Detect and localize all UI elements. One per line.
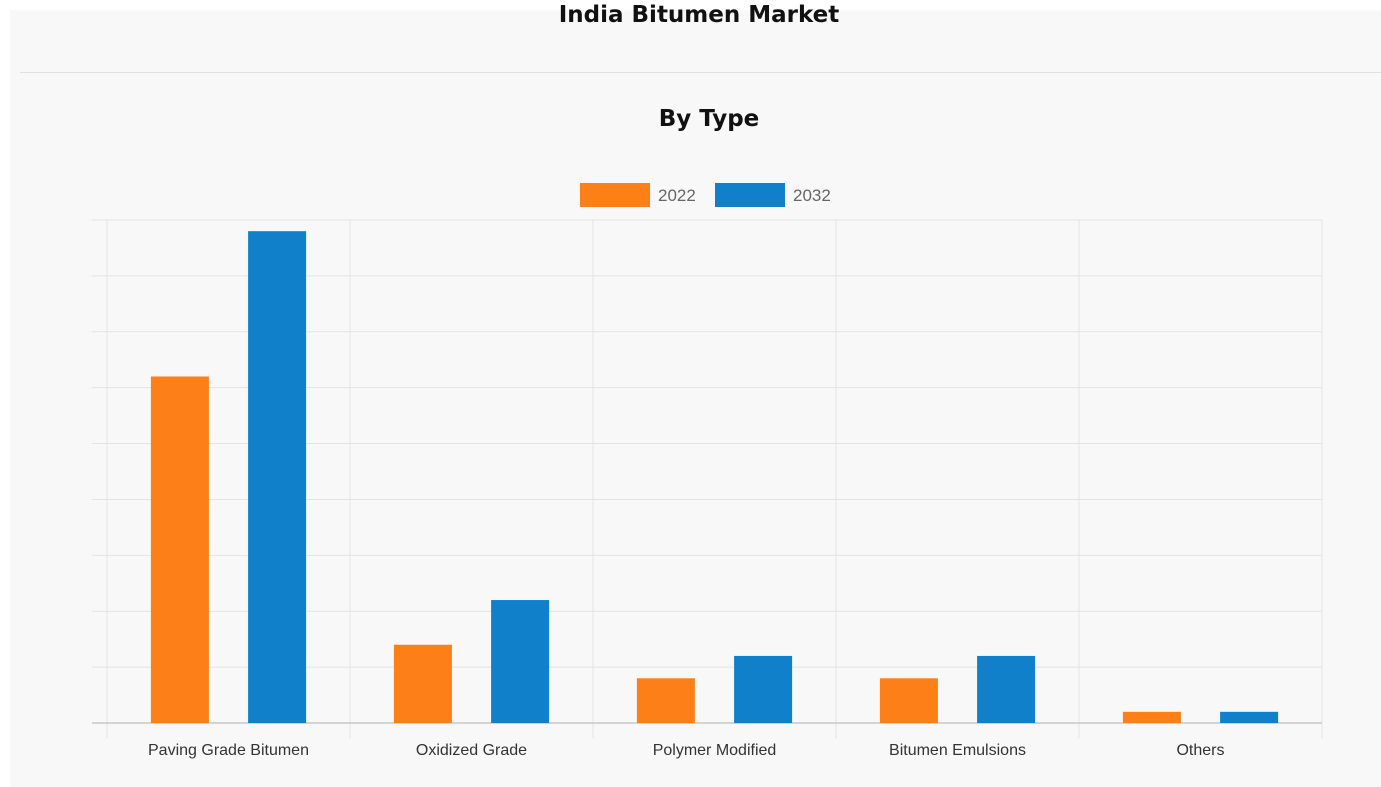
bar-2032-paving-grade-bitumen[interactable] xyxy=(248,231,307,723)
page-title: India Bitumen Market xyxy=(558,2,840,28)
bar-2032-oxidized-grade[interactable] xyxy=(491,600,550,723)
bar-2032-others[interactable] xyxy=(1220,711,1279,723)
x-tick-label: Polymer Modified xyxy=(653,742,777,759)
legend-label-2032: 2032 xyxy=(793,186,831,205)
x-tick-label: Bitumen Emulsions xyxy=(889,742,1026,759)
chart-card xyxy=(10,10,1381,787)
chart-title: By Type xyxy=(658,106,760,132)
x-tick-label: Others xyxy=(1176,742,1224,759)
bar-2032-bitumen-emulsions[interactable] xyxy=(977,655,1036,723)
bar-2022-polymer-modified[interactable] xyxy=(636,678,695,723)
bar-2022-bitumen-emulsions[interactable] xyxy=(879,678,938,723)
bar-2032-polymer-modified[interactable] xyxy=(734,655,793,723)
legend: 2022 2032 xyxy=(580,183,831,207)
x-tick-label: Paving Grade Bitumen xyxy=(148,742,309,759)
legend-swatch-2032 xyxy=(715,183,785,207)
header-divider xyxy=(20,72,1381,73)
x-tick-label: Oxidized Grade xyxy=(416,742,527,759)
x-axis-labels: Paving Grade Bitumen Oxidized Grade Polyme… xyxy=(148,742,1225,759)
bar-2022-paving-grade-bitumen[interactable] xyxy=(150,376,209,723)
bars xyxy=(150,231,1279,723)
legend-label-2022: 2022 xyxy=(658,186,696,205)
legend-swatch-2022 xyxy=(580,183,650,207)
bar-2022-oxidized-grade[interactable] xyxy=(393,644,452,723)
bar-2022-others[interactable] xyxy=(1122,711,1181,723)
